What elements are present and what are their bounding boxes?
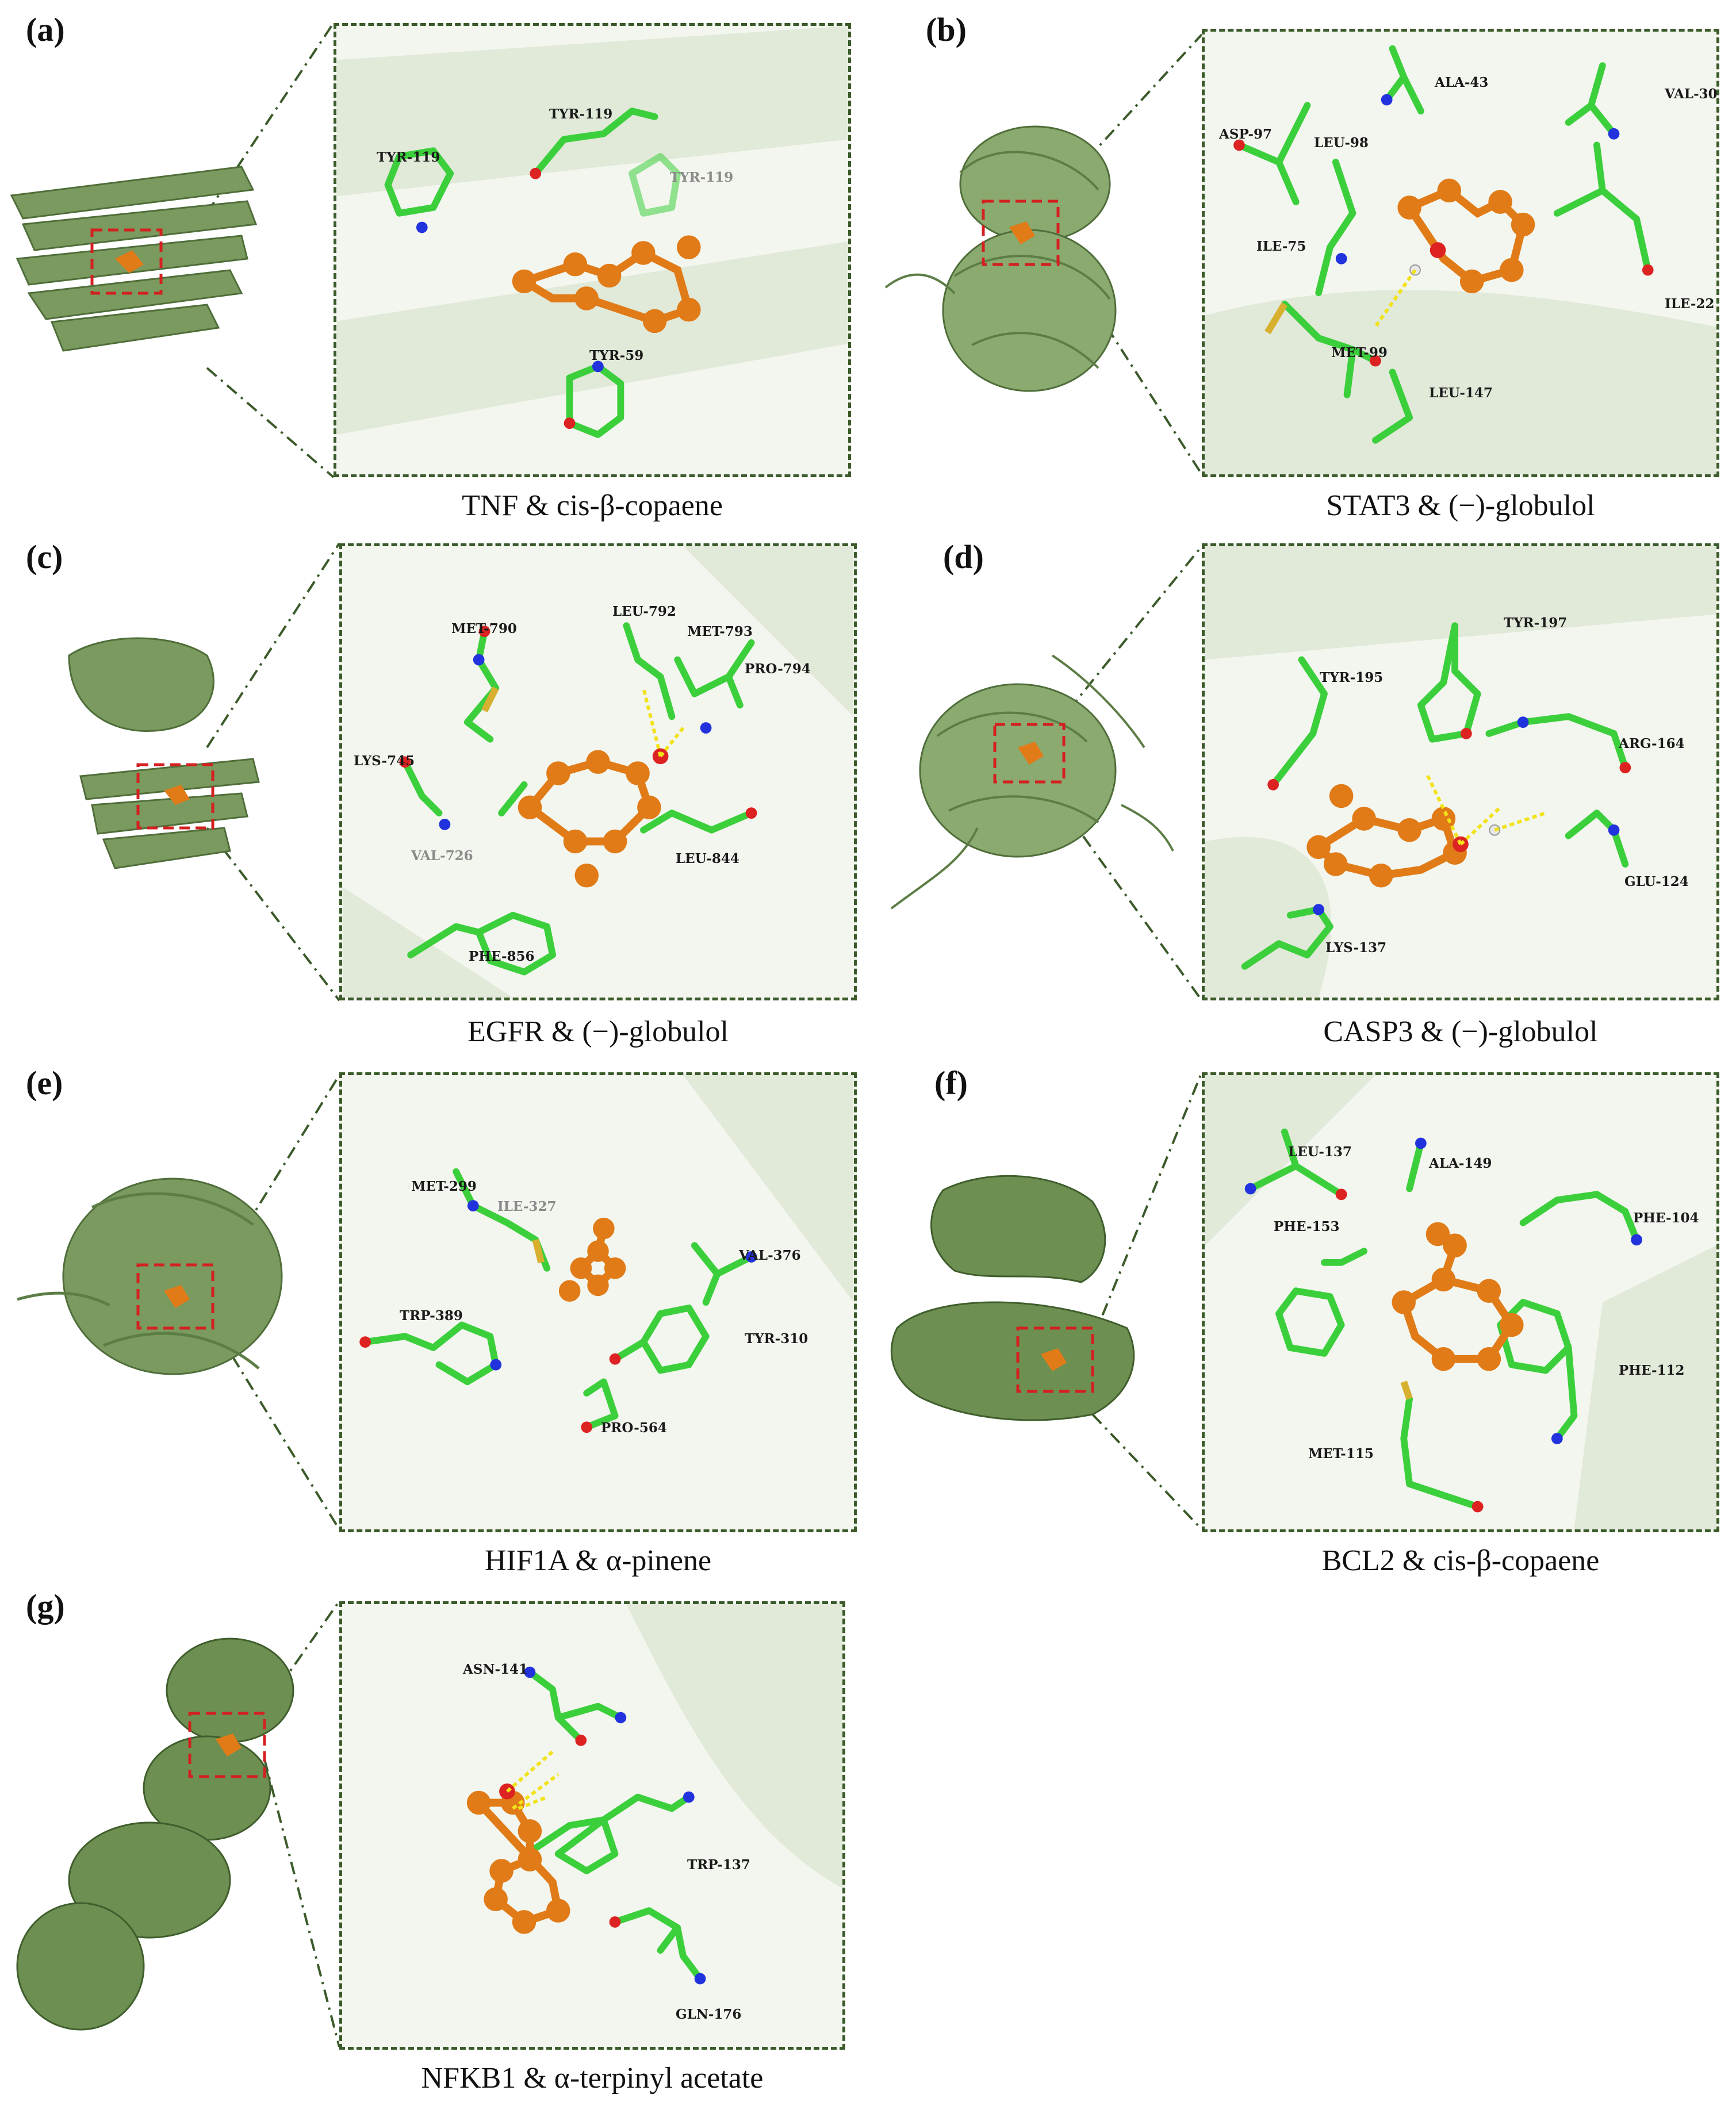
residue-label: LEU-98: [1314, 135, 1369, 151]
residue-label: ILE-327: [497, 1199, 557, 1214]
residue-label: PRO-564: [601, 1420, 667, 1436]
residue-label: TYR-119: [670, 170, 734, 185]
binding-site-render: [1205, 1075, 1716, 1529]
binding-site-render: [1205, 45, 1716, 474]
protein-overview: [890, 654, 1174, 910]
residue-label: TRP-137: [687, 1857, 750, 1873]
residue-label: PHE-856: [469, 949, 535, 964]
protein-overview: [16, 1637, 294, 2031]
residue-label: LYS-745: [354, 753, 415, 769]
protein-overview: [884, 125, 1117, 392]
panel-caption: EGFR & (−)-globulol: [467, 1015, 729, 1048]
panel-letter: (a): [26, 11, 65, 48]
protein-overview: [17, 1178, 283, 1375]
residue-label: LEU-137: [1288, 1144, 1352, 1160]
residue-label: ASP-97: [1219, 126, 1273, 142]
panel-caption: STAT3 & (−)-globulol: [1326, 489, 1595, 522]
residue-label: LEU-792: [612, 604, 676, 619]
residue-label: TYR-195: [1320, 670, 1384, 685]
binding-site-render: [342, 546, 854, 998]
binding-site-zoom: ALA-43 VAL-30 ASP-97 LEU-98 ILE-75 ILE-2…: [1202, 29, 1719, 477]
protein-overview: [10, 166, 258, 352]
residue-label: MET-115: [1308, 1446, 1374, 1462]
panel-letter: (e): [26, 1064, 63, 1102]
binding-site-zoom: TYR-119 TYR-119 TYR-119 TYR-59: [334, 23, 851, 477]
panel-caption: NFKB1 & α-terpinyl acetate: [421, 2062, 764, 2095]
residue-label: VAL-376: [739, 1248, 801, 1263]
binding-site-zoom: MET-299 ILE-327 VAL-376 TRP-389 TYR-310 …: [339, 1072, 857, 1532]
residue-label: GLU-124: [1624, 874, 1689, 889]
residue-label: ALA-149: [1429, 1156, 1492, 1171]
residue-label: ILE-22: [1665, 296, 1715, 312]
residue-label: MET-790: [451, 621, 517, 636]
residue-label: ALA-43: [1435, 75, 1489, 90]
binding-site-render: [359, 1075, 854, 1433]
residue-label: MET-299: [411, 1179, 477, 1194]
residue-label: ASN-141: [463, 1662, 528, 1677]
residue-label: MET-793: [687, 624, 753, 639]
binding-site-zoom: LEU-792 MET-790 MET-793 PRO-794 LYS-745 …: [339, 543, 857, 1000]
panel-caption: BCL2 & cis-β-copaene: [1321, 1544, 1600, 1577]
residue-label: TYR-310: [745, 1331, 808, 1347]
residue-label: PRO-794: [745, 661, 811, 677]
binding-site-zoom: LEU-137 ALA-149 PHE-153 PHE-104 PHE-112 …: [1202, 1072, 1719, 1532]
residue-label: PHE-104: [1633, 1210, 1699, 1226]
residue-label: LEU-147: [1429, 385, 1493, 401]
residue-label: VAL-30: [1665, 86, 1718, 102]
binding-site-render: [1205, 546, 1716, 998]
panel-caption: TNF & cis-β-copaene: [462, 489, 723, 522]
panel-caption: HIF1A & α-pinene: [484, 1544, 712, 1577]
protein-overview: [890, 1175, 1135, 1421]
binding-site-zoom: ASN-141 TRP-137 GLN-176: [339, 1601, 845, 2050]
residue-label: ARG-164: [1619, 736, 1685, 751]
residue-label: GLN-176: [676, 2007, 742, 2022]
residue-label: PHE-112: [1619, 1363, 1685, 1378]
panel-letter: (g): [26, 1587, 65, 1625]
binding-site-render: [336, 26, 848, 438]
residue-label: TYR-59: [589, 348, 644, 363]
panel-letter: (b): [926, 11, 967, 48]
panel-letter: (d): [943, 538, 984, 576]
residue-label: PHE-153: [1274, 1219, 1340, 1234]
panel-letter: (c): [26, 538, 63, 576]
residue-label: TYR-197: [1504, 615, 1568, 631]
protein-overview: [68, 637, 260, 869]
residue-label: VAL-726: [411, 848, 473, 864]
residue-label: MET-99: [1331, 345, 1388, 360]
panel-letter: (f): [934, 1064, 968, 1102]
panel-caption: CASP3 & (−)-globulol: [1323, 1015, 1598, 1048]
residue-label: LEU-844: [676, 851, 739, 866]
binding-site-render: [466, 1604, 842, 1985]
binding-site-zoom: TYR-195 TYR-197 ARG-164 GLU-124 LYS-137: [1202, 543, 1719, 1000]
residue-label: TYR-119: [549, 106, 613, 122]
residue-label: LYS-137: [1325, 940, 1387, 956]
residue-label: TRP-389: [400, 1308, 463, 1324]
residue-label: TYR-119: [377, 149, 440, 165]
residue-label: ILE-75: [1256, 239, 1306, 254]
